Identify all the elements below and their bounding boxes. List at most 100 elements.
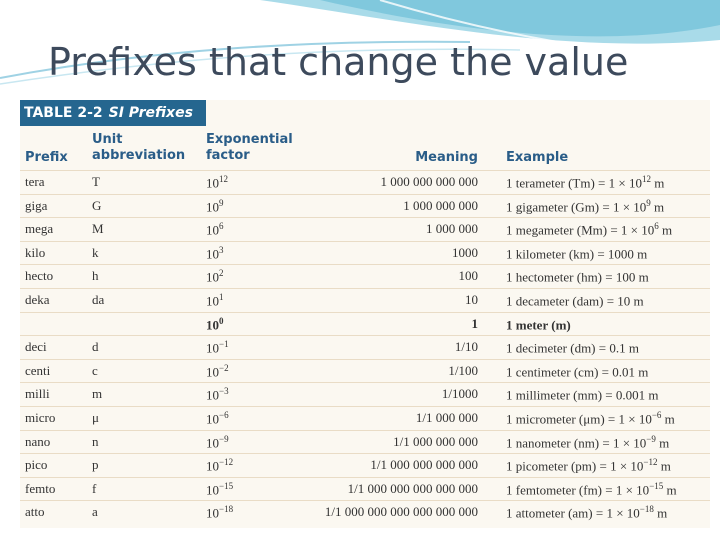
cell-abbreviation: p	[92, 457, 99, 473]
example-power: −9	[646, 433, 656, 444]
cell-prefix: nano	[25, 433, 51, 449]
cell-example: 1 kilometer (km) = 1000 m	[506, 245, 647, 262]
example-text: 1 millimeter (mm) = 0.001 m	[506, 387, 659, 403]
header-abbreviation: Unit abbreviation	[92, 132, 185, 164]
cell-prefix: atto	[25, 504, 45, 520]
exp-base: 10	[206, 198, 219, 214]
example-text: 1 attometer (am) = 1 × 10	[506, 505, 640, 521]
cell-prefix: deci	[25, 339, 47, 355]
exp-power: 12	[219, 174, 228, 184]
cell-prefix: mega	[25, 221, 54, 237]
cell-meaning: 1/10	[454, 339, 478, 355]
table-row: micro μ 10−6 1/1 000 000 1 micrometer (μm) =…	[20, 405, 710, 430]
cell-exponential-factor: 10−9	[206, 434, 229, 451]
cell-prefix: hecto	[25, 268, 54, 284]
cell-exponential-factor: 10−1	[206, 339, 229, 356]
table-number: TABLE 2-2	[24, 105, 103, 121]
example-power: 9	[646, 197, 651, 208]
exp-power: 0	[219, 315, 224, 326]
header-example: Example	[506, 150, 569, 165]
cell-example: 1 meter (m)	[506, 316, 571, 333]
example-power: −12	[643, 457, 658, 468]
cell-exponential-factor: 109	[206, 198, 224, 215]
exp-base: 10	[206, 458, 219, 474]
cell-meaning: 1/1 000 000	[415, 409, 478, 425]
cell-meaning: 1/1000	[441, 386, 478, 402]
example-text: 1 nanometer (nm) = 1 × 10	[506, 434, 647, 450]
example-power: −6	[651, 409, 662, 420]
exp-base: 10	[206, 434, 219, 450]
example-unit: m	[653, 505, 668, 521]
table-row: 100 1 1 meter (m)	[20, 311, 710, 336]
exp-power: −18	[219, 504, 234, 515]
cell-exponential-factor: 10−3	[206, 386, 229, 403]
cell-example: 1 micrometer (μm) = 1 × 10−6 m	[506, 410, 675, 427]
table-body: tera T 1012 1 000 000 000 000 1 terameter (T…	[20, 170, 710, 524]
cell-abbreviation: h	[92, 268, 99, 284]
cell-meaning: 1	[471, 315, 479, 331]
exp-base: 10	[206, 269, 219, 285]
example-unit: m	[663, 482, 677, 498]
cell-exponential-factor: 10−2	[206, 363, 229, 380]
cell-example: 1 hectometer (hm) = 100 m	[506, 268, 649, 285]
header-exponential-line1: Exponential	[206, 132, 293, 147]
cell-exponential-factor: 10−6	[206, 410, 229, 427]
header-exponential-factor: Exponential factor	[206, 132, 293, 164]
example-text: 1 micrometer (μm) = 1 × 10	[506, 411, 652, 427]
exp-base: 10	[206, 316, 219, 332]
cell-exponential-factor: 10−12	[206, 457, 233, 474]
example-unit: m	[650, 198, 665, 214]
cell-abbreviation: T	[92, 174, 100, 189]
cell-abbreviation: c	[92, 362, 98, 378]
cell-example: 1 gigameter (Gm) = 1 × 109 m	[506, 198, 664, 215]
cell-exponential-factor: 106	[206, 221, 224, 238]
exp-power: −6	[219, 409, 229, 420]
exp-base: 10	[206, 293, 219, 309]
cell-abbreviation: f	[92, 480, 97, 496]
table-row: tera T 1012 1 000 000 000 000 1 terameter (T…	[20, 170, 710, 194]
exp-power: −9	[219, 433, 229, 444]
header-abbreviation-line2: abbreviation	[92, 148, 186, 163]
cell-abbreviation: M	[92, 221, 104, 237]
cell-prefix: micro	[25, 409, 56, 425]
exp-power: 2	[219, 268, 224, 279]
cell-example: 1 megameter (Mm) = 1 × 106 m	[506, 221, 672, 238]
table-row: nano n 10−9 1/1 000 000 000 1 nanometer (nm)…	[20, 429, 710, 454]
example-text: 1 meter (m)	[506, 316, 571, 332]
cell-example: 1 picometer (pm) = 1 × 10−12 m	[506, 457, 671, 474]
cell-prefix: giga	[25, 197, 48, 213]
exp-power: 1	[219, 291, 224, 302]
cell-exponential-factor: 101	[206, 292, 224, 309]
cell-abbreviation: n	[92, 433, 99, 449]
exp-base: 10	[206, 222, 219, 238]
example-text: 1 decameter (dam) = 10 m	[506, 293, 644, 309]
cell-example: 1 millimeter (mm) = 0.001 m	[506, 386, 658, 403]
exp-base: 10	[206, 411, 219, 427]
example-unit: m	[657, 458, 671, 474]
example-power: −15	[649, 480, 664, 491]
exp-power: 9	[219, 197, 224, 208]
example-power: 6	[654, 221, 659, 232]
exp-base: 10	[206, 340, 219, 356]
header-swoosh-decoration	[0, 0, 720, 85]
example-unit: m	[650, 175, 665, 191]
table-label: TABLE 2-2 SI Prefixes	[20, 100, 206, 126]
cell-prefix: pico	[25, 457, 48, 473]
exp-power: −2	[219, 362, 229, 373]
cell-meaning: 1/1 000 000 000 000	[370, 457, 478, 473]
cell-example: 1 femtometer (fm) = 1 × 10−15 m	[506, 481, 677, 498]
slide-title: Prefixes that change the value	[48, 40, 629, 84]
exp-power: 6	[219, 221, 224, 232]
cell-abbreviation: k	[92, 244, 99, 260]
exp-power: −3	[219, 386, 229, 397]
cell-meaning: 1 000 000 000	[403, 197, 478, 213]
cell-abbreviation: μ	[92, 409, 99, 425]
cell-abbreviation: da	[92, 291, 105, 307]
cell-meaning: 1/1 000 000 000 000 000	[347, 480, 478, 496]
cell-example: 1 decimeter (dm) = 0.1 m	[506, 339, 639, 356]
table-row: centi c 10−2 1/100 1 centimeter (cm) = 0.01 …	[20, 358, 710, 383]
cell-meaning: 1 000 000	[426, 221, 478, 237]
table-row: deci d 10−1 1/10 1 decimeter (dm) = 0.1 m	[20, 335, 710, 359]
cell-meaning: 100	[458, 268, 479, 284]
example-text: 1 picometer (pm) = 1 × 10	[506, 458, 644, 474]
